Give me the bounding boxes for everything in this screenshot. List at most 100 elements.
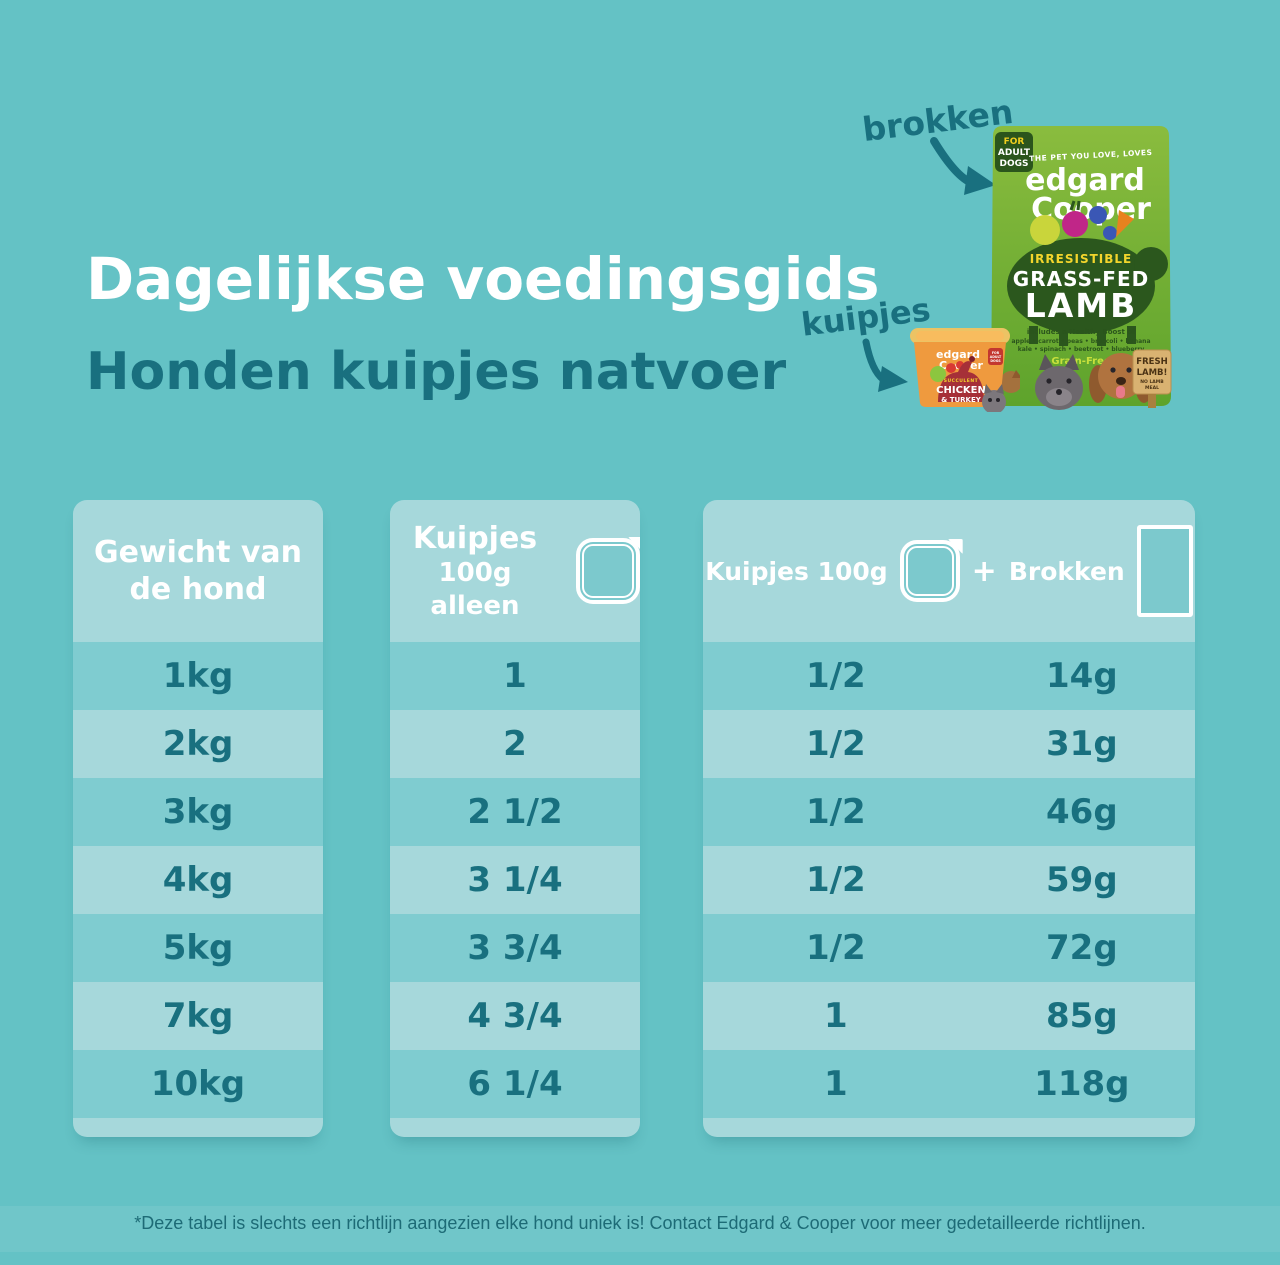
table-cell: 2kg: [162, 724, 234, 764]
svg-text:LAMB!: LAMB!: [1137, 368, 1168, 378]
table-cell: 7kg: [162, 996, 234, 1036]
table-cell: 2 1/2: [467, 792, 563, 832]
table-row: 3kg: [73, 778, 323, 846]
table-row: 1kg: [73, 642, 323, 710]
tray-flavor-line1: CHICKEN: [936, 385, 986, 396]
table-cell: 1/2: [805, 724, 866, 764]
tubs-only-header-line1: Kuipjes: [412, 520, 538, 556]
table-row: 1 85g: [703, 982, 1195, 1050]
page-subtitle: Honden kuipjes natvoer: [86, 342, 787, 403]
product-bag-image: FOR ADULT DOGS THE PET YOU LOVE, LOVES e…: [985, 118, 1177, 410]
table-cell: 1kg: [162, 656, 234, 696]
table-row: 3 1/4: [390, 846, 640, 914]
table-cell: 85g: [1046, 996, 1118, 1036]
table-cell: 1/2: [805, 656, 866, 696]
rooster-icon: [938, 361, 984, 402]
table-cell: 5kg: [162, 928, 234, 968]
product-tray-image: edgard Cooper FOR ADULT DOGS SUCCULENT C…: [908, 316, 1022, 414]
plus-sign: +: [971, 553, 997, 589]
table-row: 3 3/4: [390, 914, 640, 982]
svg-text:DOGS: DOGS: [1000, 159, 1029, 169]
bag-badge: FOR: [1004, 137, 1025, 147]
tray-flavor-line2: & TURKEY: [941, 396, 982, 404]
footer-band: [0, 1206, 1280, 1252]
bag-flavor-line1: GRASS-FED: [1013, 267, 1149, 291]
bag-brand: edgard: [1025, 163, 1145, 198]
footer-note: *Deze tabel is slechts een richtlijn aan…: [134, 1213, 1146, 1233]
bag-flavor-line2: LAMB: [1025, 286, 1138, 325]
svg-text:FOR: FOR: [992, 351, 1000, 355]
table-row: 1: [390, 642, 640, 710]
table-cell: 1: [824, 996, 848, 1036]
carrot-icon: [1116, 210, 1134, 237]
table-row: 1/2 59g: [703, 846, 1195, 914]
tubs-only-table: Kuipjes 100g alleen 1 2 2 1/2 3 1/4 3 3/4 4 3…: [390, 500, 640, 1137]
weight-header-line2: de hond: [129, 572, 267, 607]
tubs-only-table-body: 1 2 2 1/2 3 1/4 3 3/4 4 3/4 6 1/4: [390, 642, 640, 1118]
tray-kicker: SUCCULENT: [944, 378, 979, 384]
table-cell: 6 1/4: [467, 1064, 563, 1104]
svg-text:includes a Healthy Boost of: includes a Healthy Boost of: [1027, 328, 1136, 336]
tubs-kibble-table-body: 1/2 14g 1/2 31g 1/2 46g 1/2 59g 1/2 72g 1 85g 1 118g: [703, 642, 1195, 1118]
apple-icon: [930, 366, 946, 382]
svg-text:apple • carrot • peas • brocco: apple • carrot • peas • broccoli • banan…: [1011, 338, 1150, 345]
table-row: 1 118g: [703, 1050, 1195, 1118]
combo-header-right: Brokken: [1008, 556, 1125, 586]
table-cell: 59g: [1046, 860, 1118, 900]
bag-icon: [1136, 525, 1193, 617]
table-row: 2 1/2: [390, 778, 640, 846]
table-cell: 1/2: [805, 792, 866, 832]
table-cell: 4 3/4: [467, 996, 563, 1036]
tray-brand: edgard: [936, 348, 980, 361]
svg-text:ADULT: ADULT: [990, 355, 1002, 359]
table-row: 1/2 72g: [703, 914, 1195, 982]
table-row: 10kg: [73, 1050, 323, 1118]
blueberry-icon: [1089, 206, 1107, 224]
table-row: 1/2 31g: [703, 710, 1195, 778]
svg-text:MEAL: MEAL: [1145, 385, 1159, 391]
beetroot-icon: [1062, 211, 1088, 237]
tray-icon: [576, 538, 640, 604]
table-cell: 3 3/4: [467, 928, 563, 968]
table-cell: 1/2: [805, 928, 866, 968]
sheep-silhouette-icon: [1007, 238, 1155, 334]
svg-text:DOGS: DOGS: [990, 359, 1001, 363]
table-cell: 72g: [1046, 928, 1118, 968]
tubs-kibble-table: Kuipjes 100g + Brokken 1/2 14g 1/2 31g 1/2 46…: [703, 500, 1195, 1137]
table-row: 4 3/4: [390, 982, 640, 1050]
weight-header-line1: Gewicht van: [93, 534, 303, 570]
page-title: Dagelijkse voedingsgids: [86, 244, 880, 313]
weight-table-body: 1kg 2kg 3kg 4kg 5kg 7kg 10kg: [73, 642, 323, 1118]
tubs-kibble-table-header: Kuipjes 100g + Brokken: [703, 500, 1195, 642]
table-cell: 46g: [1046, 792, 1118, 832]
table-row: 2: [390, 710, 640, 778]
brokken-arrow-icon: [930, 137, 996, 195]
table-row: 1/2 14g: [703, 642, 1195, 710]
tubs-only-table-header: Kuipjes 100g alleen: [390, 500, 640, 642]
table-row: 4kg: [73, 846, 323, 914]
grain-free-label: Grain-Free: [1051, 356, 1110, 367]
svg-text:NO LAMB: NO LAMB: [1140, 379, 1164, 385]
table-cell: 14g: [1046, 656, 1118, 696]
table-cell: 4kg: [162, 860, 234, 900]
svg-text:kale • spinach • beetroot • bl: kale • spinach • beetroot • blueberry: [1018, 346, 1145, 353]
table-row: 7kg: [73, 982, 323, 1050]
kuipjes-arrow-icon: [862, 338, 908, 392]
table-cell: 2: [503, 724, 527, 764]
cat-icon: [982, 390, 1006, 414]
table-row: 2kg: [73, 710, 323, 778]
tubs-only-header-line2: 100g alleen: [430, 558, 520, 621]
table-cell: 1: [503, 656, 527, 696]
table-cell: 3kg: [162, 792, 234, 832]
table-cell: 118g: [1034, 1064, 1130, 1104]
table-cell: 1/2: [805, 860, 866, 900]
apple-icon: [1030, 215, 1060, 245]
tray-icon: [899, 540, 960, 602]
table-cell: 3 1/4: [467, 860, 563, 900]
table-cell: 1: [824, 1064, 848, 1104]
bag-sign: FRESH: [1136, 357, 1167, 367]
weight-table-header: Gewicht van de hond: [73, 500, 323, 642]
table-row: 1/2 46g: [703, 778, 1195, 846]
bag-flavor-kicker: IRRESISTIBLE: [1030, 252, 1133, 266]
